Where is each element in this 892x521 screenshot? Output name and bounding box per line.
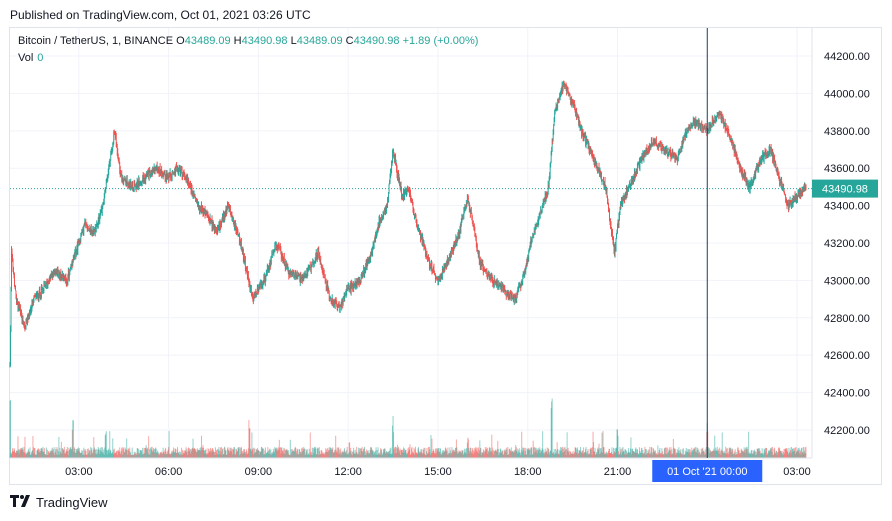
- low-value: 43489.09: [296, 35, 343, 47]
- tradingview-footer[interactable]: TradingView: [10, 495, 108, 510]
- series-legend: Bitcoin / TetherUS, 1, BINANCE O43489.09…: [18, 35, 478, 47]
- price-tick-label: 44000.00: [824, 88, 870, 100]
- open-label: O: [176, 35, 185, 47]
- crosshair-time-label: 01 Oct '21 00:00: [667, 466, 747, 478]
- candles: [9, 80, 807, 368]
- chart-frame[interactable]: [9, 27, 882, 485]
- price-tick-label: 43200.00: [824, 238, 870, 250]
- close-label: C: [345, 35, 354, 47]
- tradingview-logo-icon: [10, 495, 32, 510]
- time-tick-label: 21:00: [604, 466, 632, 478]
- price-tick-label: 43400.00: [824, 201, 870, 213]
- volume-bars: [9, 398, 807, 458]
- price-tick-label: 43000.00: [824, 275, 870, 287]
- symbol-name: Bitcoin / TetherUS, 1, BINANCE: [18, 35, 174, 47]
- price-tick-label: 42800.00: [824, 313, 870, 325]
- time-tick-label: 03:00: [783, 466, 811, 478]
- price-tick-label: 44200.00: [824, 51, 870, 63]
- last-price-label: 43490.98: [822, 184, 868, 196]
- time-tick-label: 09:00: [245, 466, 273, 478]
- price-tick-label: 43800.00: [824, 126, 870, 138]
- time-tick-label: 03:00: [65, 466, 93, 478]
- last-price-badge: [812, 179, 878, 198]
- published-caption: Published on TradingView.com, Oct 01, 20…: [10, 8, 311, 22]
- change-value: +1.89 (+0.00%): [402, 35, 479, 47]
- time-axis[interactable]: 03:00 06:00 09:00 12:00 15:00 18:00 21:00 03:00: [10, 457, 812, 478]
- time-tick-label: 18:00: [514, 466, 542, 478]
- price-tick-label: 42200.00: [824, 425, 870, 437]
- time-tick-label: 12:00: [334, 466, 362, 478]
- high-label: H: [233, 35, 242, 47]
- high-value: 43490.98: [241, 35, 288, 47]
- price-tick-label: 42400.00: [824, 388, 870, 400]
- tradingview-logo-text: TradingView: [36, 495, 108, 510]
- volume-value: 0: [37, 52, 44, 64]
- volume-legend: Vol 0: [18, 52, 43, 64]
- open-value: 43489.09: [184, 35, 231, 47]
- volume-label: Vol: [18, 52, 34, 64]
- price-tick-label: 43600.00: [824, 163, 870, 175]
- low-label: L: [290, 35, 297, 47]
- price-tick-label: 42600.00: [824, 350, 870, 362]
- overlays: 01 Oct '21 00:00 43490.98: [10, 28, 878, 482]
- price-axis[interactable]: 44200.00 44000.00 43800.00 43600.00 43400.00…: [811, 28, 870, 458]
- time-tick-label: 15:00: [424, 466, 452, 478]
- time-tick-label: 06:00: [155, 466, 183, 478]
- crosshair-time-badge: [652, 460, 763, 482]
- grid-lines: [10, 28, 812, 458]
- close-value: 43490.98: [353, 35, 400, 47]
